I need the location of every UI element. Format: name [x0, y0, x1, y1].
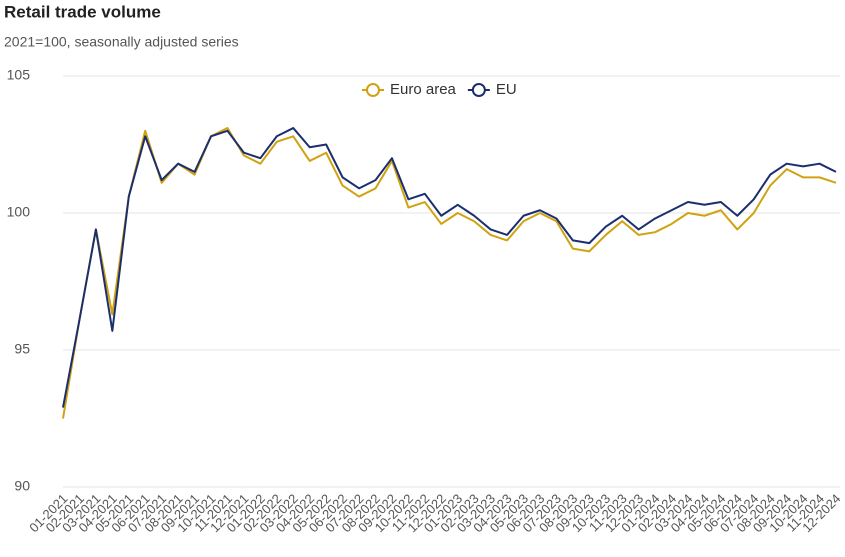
legend-label: EU [496, 81, 517, 98]
series-line [62, 127, 837, 419]
y-tick-label: 95 [14, 341, 30, 357]
chart-subtitle: 2021=100, seasonally adjusted series [4, 34, 239, 50]
y-tick-label: 105 [7, 67, 31, 83]
legend-symbol [366, 83, 380, 97]
chart-title: Retail trade volume [4, 2, 161, 21]
y-tick-label: 90 [14, 478, 30, 494]
legend-symbol [471, 83, 486, 97]
y-tick-label: 100 [7, 204, 31, 220]
series-line [62, 127, 837, 408]
legend-label: Euro area [390, 81, 457, 98]
